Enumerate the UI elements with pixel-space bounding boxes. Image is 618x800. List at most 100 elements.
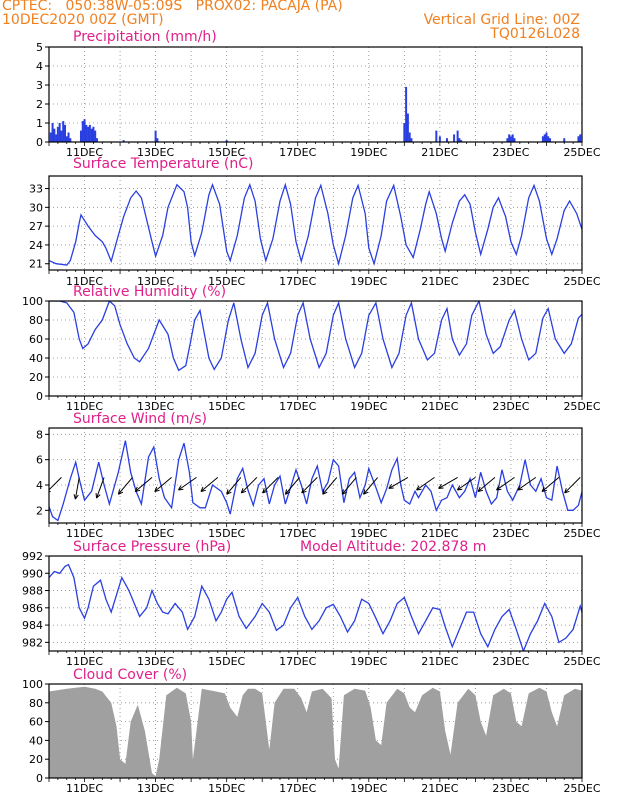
wind-arrow-head	[363, 489, 369, 495]
xtick-label: 13DEC	[137, 655, 174, 668]
panel-1: 21 24 27 30 33 11DEC 13DEC 15DEC 17DEC 19DEC 21DEC…	[29, 156, 601, 288]
xtick-label: 11DEC	[66, 782, 103, 795]
wind-arrow-shaft	[438, 476, 458, 489]
xtick-label: 19DEC	[350, 275, 387, 288]
precip-bar	[547, 136, 550, 142]
xtick-label: 17DEC	[279, 527, 316, 540]
ytick-label: 24	[29, 239, 43, 252]
ytick-label: 992	[22, 550, 43, 563]
precip-bar	[60, 130, 63, 142]
ytick-label: 3	[36, 79, 43, 92]
xtick-label: 15DEC	[208, 275, 245, 288]
ytick-label: 20	[29, 753, 43, 766]
panel-frame	[48, 300, 583, 397]
xtick-label: 21DEC	[421, 146, 458, 159]
header-line1: CPTEC: 050:38W-05:09S PROX02: PACAJA (PA…	[2, 0, 343, 14]
xtick-label: 19DEC	[350, 782, 387, 795]
xtick-label: 23DEC	[492, 527, 529, 540]
panel-frame	[48, 46, 583, 143]
precip-bar	[63, 124, 66, 142]
xtick-label: 25DEC	[563, 400, 600, 413]
wind-arrow-shaft	[541, 477, 560, 492]
precip-bar	[549, 138, 552, 142]
header-run-id: TQ0126L028	[490, 26, 580, 42]
plot-area	[49, 182, 582, 267]
precip-bar	[69, 138, 72, 142]
ytick-label: 100	[22, 678, 43, 691]
xtick-label: 21DEC	[421, 400, 458, 413]
ytick-label: 33	[29, 183, 43, 196]
wind-arrow-shaft	[178, 476, 197, 491]
wind-arrow-head	[95, 493, 101, 499]
wind-arrow-shaft	[477, 477, 496, 492]
wind-arrow-head	[134, 486, 141, 493]
wind-arrow-head	[456, 485, 463, 491]
wind-arrow-head	[117, 489, 124, 495]
precip-bar	[95, 138, 98, 142]
ytick-label: 8	[36, 428, 43, 441]
precip-bar	[438, 136, 441, 142]
xtick-label: 21DEC	[421, 655, 458, 668]
precip-bar	[545, 132, 548, 142]
xtick-label: 13DEC	[137, 782, 174, 795]
ytick-label: 20	[29, 371, 43, 384]
ytick-label: 100	[22, 295, 43, 308]
wind-arrow-shaft	[496, 476, 515, 491]
xtick-label: 19DEC	[350, 655, 387, 668]
precip-bar	[156, 138, 159, 142]
panel-title: Relative Humidity (%)	[73, 284, 226, 300]
precip-bar	[579, 134, 582, 142]
wind-arrow-head	[73, 494, 79, 500]
xtick-label: 11DEC	[66, 400, 103, 413]
wind-arrow-shaft	[388, 476, 409, 489]
wind-arrow-head	[226, 489, 232, 495]
precip-bar	[56, 126, 59, 142]
precip-bar	[406, 113, 409, 142]
plot-area	[49, 686, 582, 778]
xtick-label: 15DEC	[208, 146, 245, 159]
wind-arrow-head	[322, 489, 328, 495]
panel-title: Cloud Cover (%)	[73, 667, 187, 683]
precip-bar	[403, 123, 406, 142]
ytick-label: 2	[36, 98, 43, 111]
wind-arrow-head	[517, 485, 523, 491]
xtick-label: 17DEC	[279, 782, 316, 795]
wind-arrow-head	[240, 488, 247, 494]
wind-arrow-shaft	[226, 477, 242, 495]
xtick-label: 25DEC	[563, 527, 600, 540]
wind-arrow-shaft	[49, 477, 62, 491]
cloud-cover-area	[49, 686, 582, 778]
xtick-label: 11DEC	[66, 527, 103, 540]
precip-bar	[541, 136, 544, 142]
precip-bar	[435, 130, 438, 142]
xtick-label: 23DEC	[492, 782, 529, 795]
wind-arrow-shaft	[416, 476, 435, 491]
plot-area	[49, 440, 582, 522]
precip-bar	[83, 119, 86, 142]
precip-bar	[62, 121, 65, 142]
precip-bar	[511, 134, 514, 142]
wind-arrow-head	[564, 488, 570, 494]
wind-arrow-shaft	[262, 477, 279, 494]
xtick-label: 17DEC	[279, 400, 316, 413]
xtick-label: 13DEC	[137, 146, 174, 159]
xtick-label: 21DEC	[421, 782, 458, 795]
xtick-label: 15DEC	[208, 527, 245, 540]
precip-bar	[458, 138, 461, 142]
series-line	[49, 301, 582, 372]
wind-arrow-head	[284, 489, 291, 495]
ytick-label: 60	[29, 716, 43, 729]
ytick-label: 40	[29, 734, 43, 747]
precip-bar	[410, 138, 413, 142]
xtick-label: 17DEC	[279, 275, 316, 288]
xtick-label: 19DEC	[350, 146, 387, 159]
wind-arrow-head	[154, 486, 160, 493]
wind-arrow-shaft	[341, 477, 357, 495]
wind-arrow-head	[262, 488, 268, 494]
wind-arrow-head	[178, 485, 184, 491]
wind-arrow-shaft	[363, 477, 379, 495]
xtick-label: 25DEC	[563, 275, 600, 288]
precip-bar	[543, 134, 546, 142]
wind-arrow-head	[541, 486, 548, 493]
ytick-label: 984	[22, 619, 43, 632]
